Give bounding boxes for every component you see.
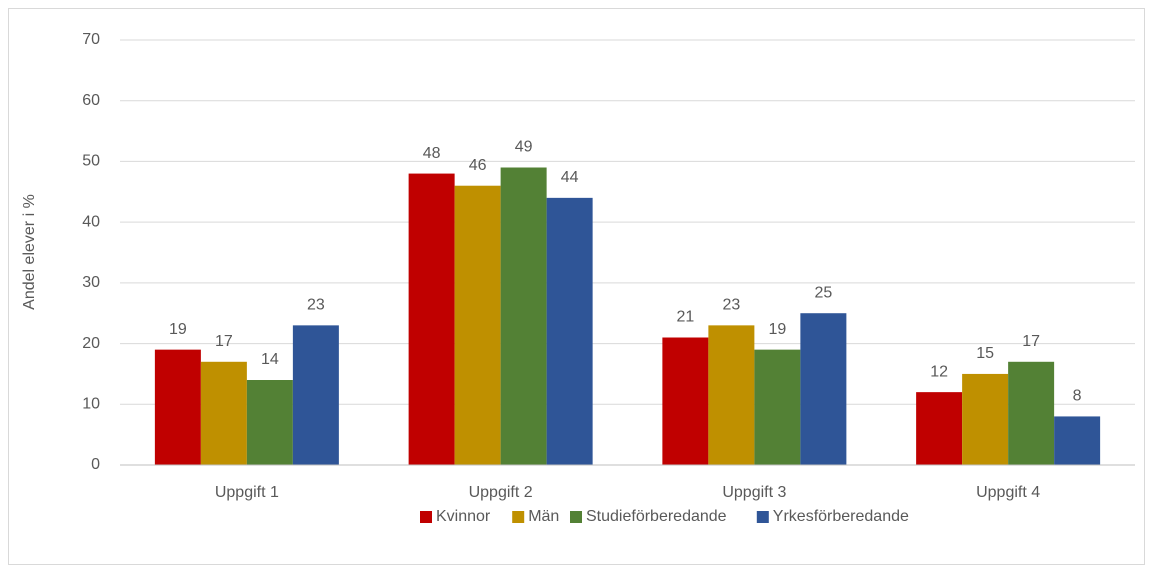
value-label: 23 <box>722 297 740 314</box>
value-label: 14 <box>261 351 279 368</box>
y-axis-label: Andel elever i % <box>21 194 38 310</box>
bar <box>292 325 339 465</box>
value-label: 17 <box>1022 333 1040 350</box>
y-tick-label: 30 <box>82 274 100 291</box>
bar <box>754 349 801 465</box>
value-label: 49 <box>515 139 533 156</box>
value-label: 17 <box>215 333 233 350</box>
value-label: 19 <box>768 321 786 338</box>
x-tick-label: Uppgift 3 <box>722 484 786 501</box>
y-tick-label: 0 <box>91 456 100 473</box>
bar <box>154 349 201 465</box>
value-label: 8 <box>1073 388 1082 405</box>
y-tick-label: 10 <box>82 396 100 413</box>
y-tick-label: 40 <box>82 213 100 230</box>
bar <box>1008 361 1055 465</box>
legend-swatch <box>756 511 769 523</box>
legend-label: Kvinnor <box>436 508 491 525</box>
legend-swatch <box>420 511 432 523</box>
bar <box>500 167 547 465</box>
legend-label: Män <box>528 508 559 525</box>
value-label: 46 <box>469 157 487 174</box>
bar <box>408 173 455 466</box>
bar <box>962 373 1009 465</box>
bar <box>662 337 709 465</box>
bar <box>454 185 501 465</box>
value-label: 15 <box>976 345 994 362</box>
bar <box>708 325 755 465</box>
bar <box>246 380 293 465</box>
value-label: 19 <box>169 321 187 338</box>
value-label: 21 <box>676 309 694 326</box>
legend-swatch <box>512 511 525 523</box>
legend-label: Studieförberedande <box>586 508 727 525</box>
value-label: 44 <box>561 169 579 186</box>
bar <box>200 361 247 465</box>
y-tick-label: 20 <box>82 335 100 352</box>
x-tick-label: Uppgift 4 <box>976 484 1040 501</box>
bar <box>800 313 847 465</box>
x-tick-label: Uppgift 2 <box>469 484 533 501</box>
bar <box>916 392 963 465</box>
value-label: 25 <box>814 284 832 301</box>
bar <box>1054 416 1101 465</box>
value-label: 48 <box>423 145 441 162</box>
legend-swatch <box>570 511 582 523</box>
y-tick-label: 70 <box>82 31 100 48</box>
legend-label: Yrkesförberedande <box>773 508 909 525</box>
y-tick-label: 50 <box>82 153 100 170</box>
y-tick-label: 60 <box>82 92 100 109</box>
value-label: 12 <box>930 363 948 380</box>
x-tick-label: Uppgift 1 <box>215 484 279 501</box>
value-label: 23 <box>307 297 325 314</box>
bar <box>546 197 593 465</box>
